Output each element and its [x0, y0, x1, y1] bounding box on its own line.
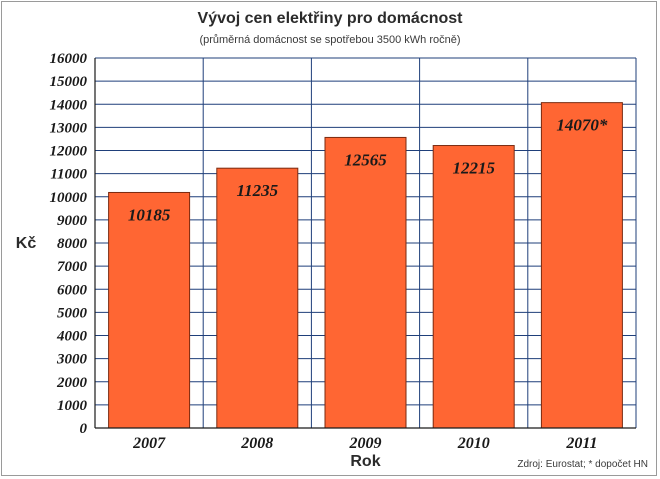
- y-tick-label: 10000: [50, 190, 88, 206]
- chart-subtitle: (průměrná domácnost se spotřebou 3500 kW…: [199, 34, 461, 46]
- y-tick-label: 2000: [56, 375, 88, 391]
- y-tick-label: 12000: [50, 144, 88, 160]
- y-tick-label: 9000: [57, 213, 88, 229]
- data-label: 11235: [237, 181, 279, 200]
- data-label: 10185: [128, 205, 171, 224]
- data-label: 14070*: [556, 116, 608, 135]
- x-tick-label: 2010: [457, 435, 490, 452]
- x-axis-title: Rok: [350, 453, 380, 470]
- y-tick-label: 8000: [57, 236, 88, 252]
- bar: [432, 145, 515, 429]
- y-tick-label: 5000: [57, 305, 88, 321]
- x-tick-label: 2008: [240, 435, 273, 452]
- data-label: 12215: [452, 159, 495, 178]
- y-axis-title: Kč: [16, 235, 37, 252]
- bar: [108, 191, 191, 429]
- bar: [324, 136, 407, 429]
- chart-title: Vývoj cen elektřiny pro domácnost: [197, 10, 463, 27]
- bar: [540, 102, 623, 429]
- y-tick-label: 13000: [50, 120, 88, 136]
- source-note: Zdroj: Eurostat; * dopočet HN: [517, 459, 648, 470]
- y-tick-label: 15000: [50, 74, 88, 90]
- y-tick-label: 1000: [57, 398, 88, 414]
- y-tick-label: 0: [80, 421, 88, 437]
- y-tick-label: 7000: [57, 259, 88, 275]
- x-tick-label: 2011: [565, 435, 597, 452]
- y-tick-label: 6000: [57, 282, 88, 298]
- y-tick-label: 16000: [50, 51, 88, 67]
- data-label: 12565: [344, 150, 387, 169]
- y-tick-label: 4000: [56, 329, 88, 345]
- y-tick-label: 14000: [50, 97, 88, 113]
- y-tick-label: 3000: [56, 352, 88, 368]
- x-tick-label: 2009: [349, 435, 382, 452]
- x-tick-label: 2007: [132, 435, 166, 452]
- bar: [216, 167, 299, 429]
- y-tick-label: 11000: [50, 167, 87, 183]
